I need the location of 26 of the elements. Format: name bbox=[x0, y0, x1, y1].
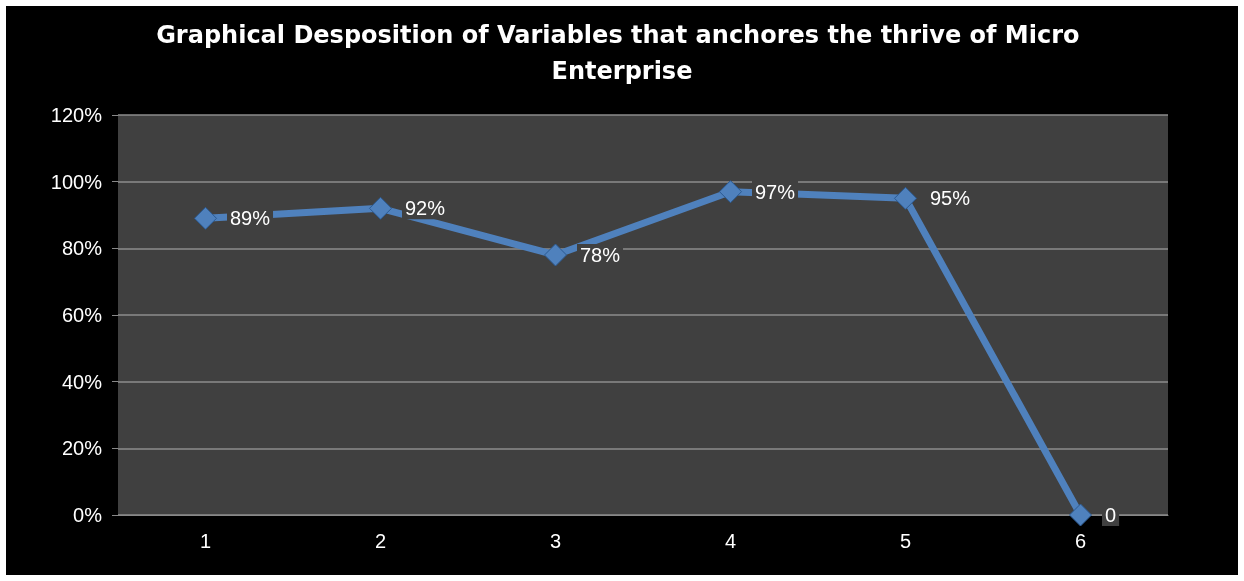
y-tick-label: 40% bbox=[61, 370, 103, 393]
x-tick-label: 3 bbox=[549, 530, 562, 552]
y-tick-label: 0% bbox=[73, 504, 103, 526]
y-tick-label: 80% bbox=[61, 237, 103, 260]
x-tick-label: 5 bbox=[899, 530, 912, 552]
x-tick-label: 2 bbox=[374, 530, 387, 552]
point bbox=[369, 196, 392, 220]
data-label: 92% bbox=[405, 197, 446, 220]
x-tick-label: 4 bbox=[724, 530, 737, 552]
x-tick-label: 6 bbox=[1074, 530, 1087, 552]
point bbox=[194, 206, 217, 230]
data-label: 95% bbox=[930, 187, 971, 210]
y-tick-label: 20% bbox=[61, 437, 103, 460]
data-label: 97% bbox=[755, 180, 796, 203]
x-tick-label: 1 bbox=[199, 530, 212, 552]
y-tick-label: 100% bbox=[50, 170, 103, 193]
data-label: 0 bbox=[1105, 504, 1117, 526]
data-label: 78% bbox=[580, 244, 621, 266]
chart-title: Graphical Desposition of Variables that anchores the thrive of Micro Enterprise bbox=[156, 21, 1088, 85]
y-tick-label: 60% bbox=[61, 304, 103, 326]
point bbox=[544, 243, 567, 267]
point bbox=[1069, 503, 1092, 527]
point bbox=[894, 186, 917, 210]
y-tick-label: 120% bbox=[50, 104, 103, 126]
data-label: 89% bbox=[230, 207, 271, 230]
point bbox=[719, 180, 742, 204]
